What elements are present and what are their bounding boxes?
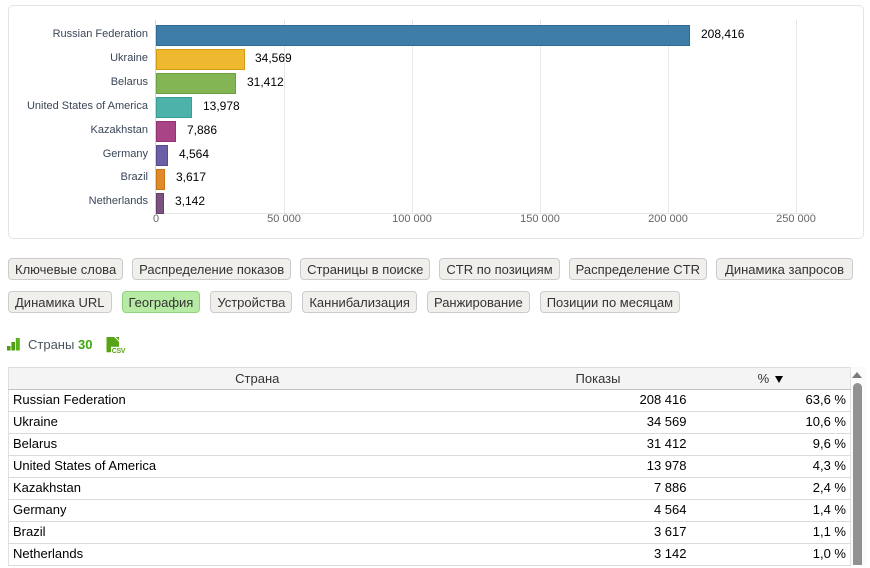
svg-text:CSV: CSV	[112, 348, 126, 355]
